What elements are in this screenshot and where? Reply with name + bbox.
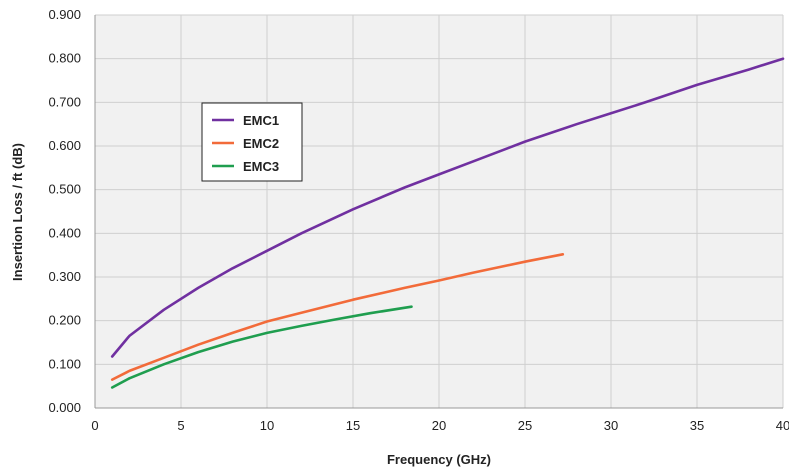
x-axis-ticks: 0 5 10 15 20 25 30 35 40 xyxy=(91,418,789,433)
y-axis-title: Insertion Loss / ft (dB) xyxy=(10,143,25,281)
x-tick-label: 15 xyxy=(346,418,360,433)
y-tick-label: 0.100 xyxy=(48,356,81,371)
y-tick-label: 0.300 xyxy=(48,269,81,284)
x-tick-label: 35 xyxy=(690,418,704,433)
grid xyxy=(94,14,784,409)
x-tick-label: 30 xyxy=(604,418,618,433)
y-tick-label: 0.900 xyxy=(48,7,81,22)
x-tick-label: 10 xyxy=(260,418,274,433)
series-line-emc1 xyxy=(110,57,785,358)
series-line-emc2 xyxy=(110,253,565,381)
y-tick-label: 0.500 xyxy=(48,182,81,197)
x-tick-label: 0 xyxy=(91,418,98,433)
y-tick-label: 0.200 xyxy=(48,313,81,328)
y-tick-label: 0.000 xyxy=(48,400,81,415)
series-line-emc3 xyxy=(110,305,413,389)
y-tick-label: 0.800 xyxy=(48,51,81,66)
x-tick-label: 25 xyxy=(518,418,532,433)
x-tick-label: 20 xyxy=(432,418,446,433)
x-axis-title: Frequency (GHz) xyxy=(387,452,491,467)
y-axis-ticks: 0.000 0.100 0.200 0.300 0.400 0.500 0.600 0.700… xyxy=(48,7,81,415)
series-lines xyxy=(110,57,785,389)
y-tick-label: 0.400 xyxy=(48,225,81,240)
legend-label-emc1: EMC1 xyxy=(243,113,279,128)
legend: EMC1 EMC2 EMC3 xyxy=(201,102,303,182)
y-tick-label: 0.600 xyxy=(48,138,81,153)
y-tick-label: 0.700 xyxy=(48,94,81,109)
x-tick-label: 40 xyxy=(776,418,789,433)
x-tick-label: 5 xyxy=(177,418,184,433)
legend-label-emc3: EMC3 xyxy=(243,159,279,174)
legend-label-emc2: EMC2 xyxy=(243,136,279,151)
